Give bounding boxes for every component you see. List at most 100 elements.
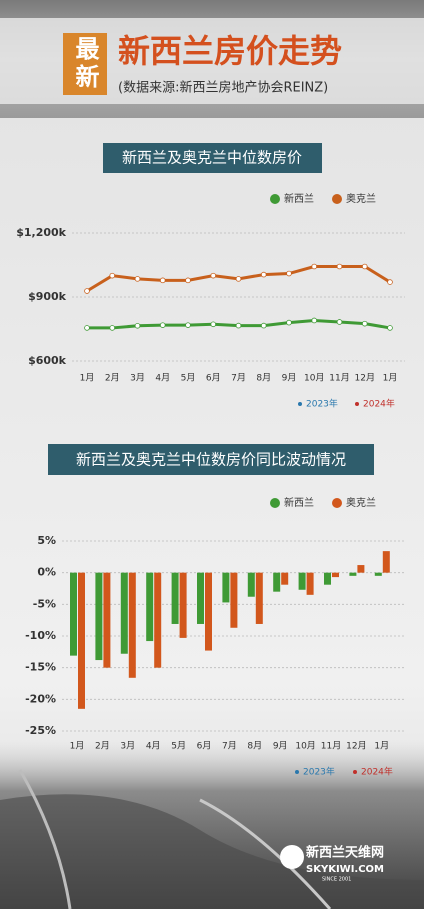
bar <box>120 572 128 654</box>
x-tick-label: 3月 <box>130 373 145 384</box>
chart-title-box <box>48 444 374 475</box>
point <box>159 322 166 328</box>
logo-icon <box>280 845 304 869</box>
point <box>109 325 116 331</box>
point <box>134 276 141 282</box>
point <box>311 317 318 324</box>
point <box>286 319 292 326</box>
period-dot <box>295 770 299 774</box>
y-tick-label: -10% <box>25 629 56 642</box>
x-tick-label: 10月 <box>295 741 315 752</box>
landscape <box>0 794 424 909</box>
x-tick-label: 1月 <box>374 741 389 752</box>
bar <box>197 572 204 624</box>
bar <box>281 572 289 585</box>
bar <box>382 551 390 573</box>
bar <box>128 572 136 678</box>
point <box>260 322 267 329</box>
period-dot <box>353 770 357 774</box>
legend-label: 奥克兰 <box>346 192 376 205</box>
x-tick-label: 6月 <box>197 741 212 752</box>
point <box>210 272 217 279</box>
point <box>336 263 343 270</box>
page-title: 新西兰房价走势 <box>118 32 342 70</box>
bar <box>255 572 263 624</box>
point <box>361 320 368 327</box>
point <box>387 279 393 285</box>
bar <box>247 572 255 597</box>
bar <box>298 572 306 590</box>
chart-title: 新西兰及奥克兰中位数房价同比波动情况 <box>76 451 346 469</box>
y-tick-label: $1,200k <box>16 226 66 239</box>
x-tick-label: 2月 <box>105 373 120 384</box>
y-tick-label: -20% <box>25 692 56 705</box>
period-label: 2024年 <box>363 398 395 410</box>
x-tick-label: 12月 <box>346 741 366 752</box>
point <box>134 322 141 329</box>
bar <box>179 572 187 638</box>
x-tick-label: 6月 <box>206 373 221 384</box>
bar <box>324 572 331 585</box>
bar <box>222 572 230 603</box>
y-tick-label: $600k <box>28 354 67 367</box>
bar <box>332 572 339 578</box>
bar <box>95 572 103 661</box>
x-tick-label: 11月 <box>329 373 349 384</box>
x-tick-label: 10月 <box>304 373 324 384</box>
point <box>286 270 292 277</box>
x-tick-label: 4月 <box>155 373 170 384</box>
y-tick-label: -25% <box>25 724 56 737</box>
y-tick-label: -15% <box>25 661 56 674</box>
point <box>336 319 343 325</box>
bar <box>230 572 238 628</box>
x-tick-label: 5月 <box>171 741 186 752</box>
x-tick-label: 1月 <box>70 741 85 752</box>
period-dot <box>355 402 359 406</box>
bar <box>78 572 85 709</box>
badge-box <box>63 33 107 95</box>
period-dot <box>298 402 302 406</box>
legend-swatch <box>270 498 280 508</box>
x-tick-label: 12月 <box>355 373 375 384</box>
x-tick-label: 2月 <box>95 741 110 752</box>
brand: 新西兰天维网 <box>306 845 384 861</box>
road <box>199 798 332 909</box>
bar <box>306 572 314 595</box>
point <box>387 325 393 331</box>
y-tick-label: 5% <box>37 534 56 547</box>
period-label: 2023年 <box>303 766 335 778</box>
x-tick-label: 8月 <box>256 373 271 384</box>
chart-title-box <box>103 143 322 173</box>
x-tick-label: 1月 <box>80 373 95 384</box>
point <box>235 276 242 282</box>
bar <box>357 565 365 573</box>
y-tick-label: $900k <box>28 290 67 303</box>
point <box>361 263 368 270</box>
period-label: 2024年 <box>361 766 393 778</box>
bar <box>146 572 154 642</box>
x-tick-label: 7月 <box>231 373 246 384</box>
site: SKYKIWI.COM <box>306 864 384 875</box>
legend-label: 新西兰 <box>284 192 314 205</box>
point <box>84 325 90 331</box>
chart-title: 新西兰及奥克兰中位数房价 <box>122 149 302 167</box>
legend-label: 奥克兰 <box>346 496 376 509</box>
point <box>84 288 90 294</box>
legend-swatch <box>270 194 280 204</box>
point <box>159 277 166 284</box>
bar <box>171 572 179 624</box>
point <box>311 263 318 270</box>
x-tick-label: 1月 <box>383 373 398 384</box>
since: SINCE 2001 <box>322 877 351 883</box>
bar <box>70 572 77 656</box>
point <box>210 321 217 328</box>
legend-swatch <box>332 194 342 204</box>
x-tick-label: 3月 <box>120 741 135 752</box>
period-label: 2023年 <box>306 398 338 410</box>
point <box>235 322 242 329</box>
page-subtitle: (数据来源:新西兰房地产协会REINZ) <box>118 80 328 96</box>
x-tick-label: 7月 <box>222 741 237 752</box>
bar <box>273 572 281 592</box>
y-tick-label: 0% <box>37 566 56 579</box>
x-tick-label: 4月 <box>146 741 161 752</box>
